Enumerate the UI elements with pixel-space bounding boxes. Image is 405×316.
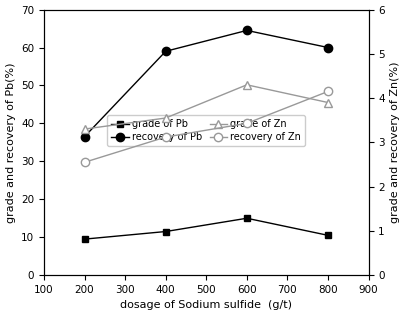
grade of Pb: [325, 234, 330, 237]
Line: grade of Zn: grade of Zn: [80, 81, 331, 133]
grade of Zn: [82, 127, 87, 131]
Line: grade of Pb: grade of Pb: [81, 215, 330, 243]
recovery of Zn: [82, 161, 87, 164]
recovery of Pb: [82, 135, 87, 138]
Y-axis label: grade and recovery of Pb(%): grade and recovery of Pb(%): [6, 62, 15, 222]
grade of Pb: [82, 237, 87, 241]
recovery of Pb: [325, 46, 330, 49]
recovery of Pb: [244, 28, 249, 32]
recovery of Zn: [244, 121, 249, 125]
recovery of Zn: [325, 89, 330, 93]
grade of Pb: [244, 216, 249, 220]
recovery of Zn: [163, 135, 168, 139]
recovery of Pb: [163, 49, 168, 53]
grade of Zn: [325, 100, 330, 104]
Line: recovery of Zn: recovery of Zn: [80, 87, 331, 167]
grade of Zn: [244, 83, 249, 87]
Y-axis label: grade and recovery of Zn(%): grade and recovery of Zn(%): [390, 62, 399, 223]
Legend: grade of Pb, recovery of Pb, grade of Zn, recovery of Zn: grade of Pb, recovery of Pb, grade of Zn…: [107, 115, 304, 146]
Line: recovery of Pb: recovery of Pb: [80, 26, 331, 141]
grade of Zn: [163, 116, 168, 120]
grade of Pb: [163, 230, 168, 234]
X-axis label: dosage of Sodium sulfide  (g/t): dosage of Sodium sulfide (g/t): [120, 301, 292, 310]
